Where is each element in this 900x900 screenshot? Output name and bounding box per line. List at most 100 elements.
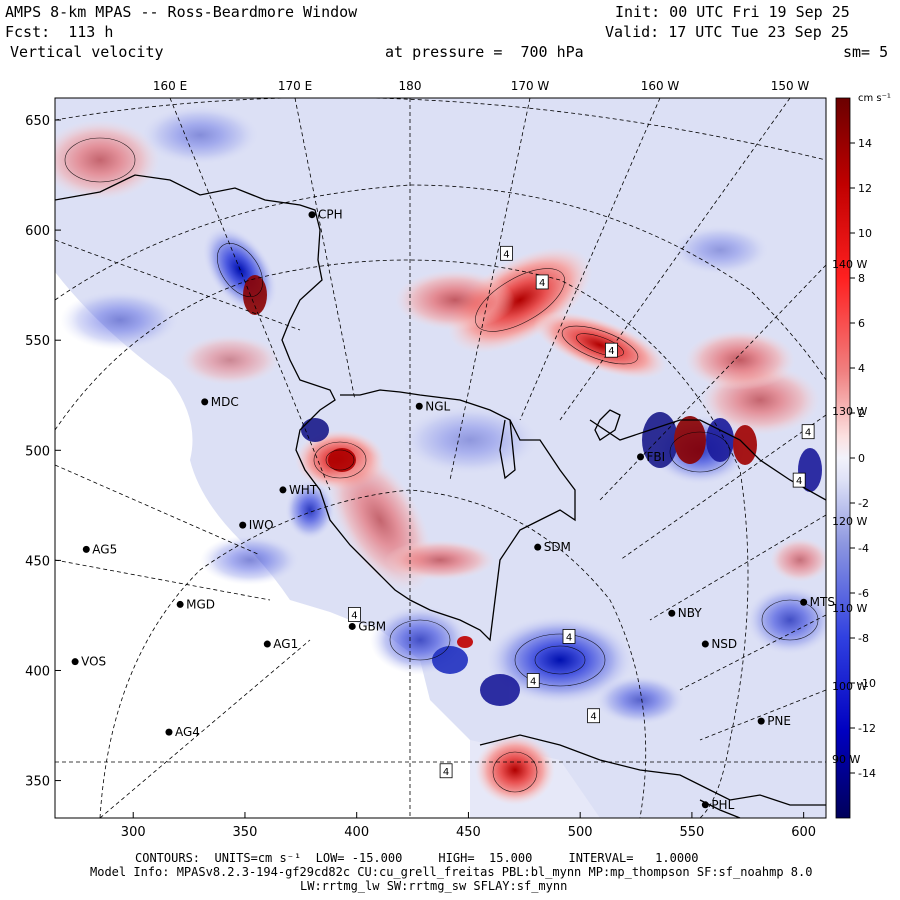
updraft-band-2 [395,270,515,330]
axes: 300 350 400 450 500 550 600 650 600 550 500 450 400 3… [25,79,816,840]
plot-frame [54,97,827,819]
field-name: Vertical velocity [10,43,164,61]
station-label: GBM [358,619,386,633]
station-marker [279,486,287,494]
station-marker [263,640,271,648]
right-lon-label: 90 W [832,753,860,766]
contour-tag-label: 4 [351,610,357,621]
station-marker [701,640,709,648]
colorbar-tick-label: -14 [858,767,876,780]
station-label: NSD [711,637,737,651]
station-label: VOS [81,655,106,669]
right-lon-label: 130 W [832,405,867,418]
contour-tag-box [439,763,453,779]
downdraft-band-5 [140,105,260,165]
valid-time: Valid: 17 UTC Tue 23 Sep 25 [605,23,849,41]
pressure-level: at pressure = 700 hPa [385,43,584,61]
top-lon-label: 160 E [153,79,187,93]
colorbar-tick-label: -2 [858,497,869,510]
station-marker [757,717,765,725]
x-tick-label: 500 [568,825,593,840]
contour-tag-box [792,472,806,488]
station-label: NGL [425,399,450,413]
station-marker [637,453,645,461]
model-info: Model Info: MPASv8.2.3-194-gf29cd82c CU:… [90,865,813,879]
station-label: SDM [544,540,571,554]
colorbar-tick-label: 12 [858,182,872,195]
forecast-hour: Fcst: 113 h [5,23,114,41]
model-title: AMPS 8-km MPAS -- Ross-Beardmore Window [5,3,358,21]
downdraft-band-6 [670,225,770,275]
colorbar-tick-label: -4 [858,542,869,555]
x-tick-label: 300 [121,825,146,840]
contour-tag-label: 4 [530,676,536,687]
top-lon-label: 180 [399,79,422,93]
top-lon-label: 160 W [641,79,680,93]
station-label: IWO [249,518,274,532]
y-tick-label: 550 [25,334,50,349]
station-label: FBI [647,450,666,464]
contour-tag-box [587,708,600,724]
station-marker [71,658,79,666]
graticule [55,98,826,818]
station-marker [668,609,676,617]
downdraft-core-6 [285,480,335,540]
contour-tag-box [348,607,361,622]
colorbar-tick-label: -10 [858,677,876,690]
y-tick-label: 400 [25,664,50,679]
colorbar-ticks: 14 12 10 8 6 4 2 0 -2 -4 -6 -8 -10 -12 -14 [850,137,876,780]
station-marker [415,402,423,410]
colorbar-tick-label: -8 [858,632,869,645]
top-lon-label: 170 W [511,79,550,93]
updraft-band-8 [180,335,280,385]
colorbar-tick-label: 8 [858,272,865,285]
contour-lines [64,137,819,793]
colorbar-tick-label: -6 [858,587,869,600]
downdraft-band-4 [400,405,540,475]
station-marker [308,211,316,219]
top-lon-label: 150 W [771,79,810,93]
station-marker [176,600,184,608]
downdraft-core-1 [485,615,635,705]
updraft-band-4 [385,540,495,580]
right-lon-label: 110 W [832,602,867,615]
downdraft-band-3 [60,290,180,350]
x-tick-label: 550 [679,825,704,840]
right-lon-labels: 140 W 130 W 120 W 110 W 100 W 90 W [832,258,867,766]
updraft-core-3 [475,735,555,805]
contour-tag-label: 4 [503,249,509,260]
station-marker [800,598,808,606]
station-label: NBY [678,606,703,620]
station-label: MGD [186,597,215,611]
station-label: PNE [767,714,791,728]
station-label: MTS [810,595,835,609]
station-marker [701,801,709,809]
mountain-streak [243,275,822,706]
x-tick-label: 600 [791,825,816,840]
y-tick-label: 450 [25,554,50,569]
y-tick-label: 350 [25,775,50,790]
plot-area [55,98,826,818]
x-tick-label: 400 [344,825,369,840]
colorbar-units: cm s⁻¹ [858,93,891,104]
colorbar-tick-label: 6 [858,317,865,330]
right-lon-label: 100 W [832,680,867,693]
station-label: CPH [318,208,343,222]
contour-tag-label: 4 [443,767,449,778]
coastline [55,174,826,818]
colorbar-tick-label: 14 [858,137,872,150]
contour-tag-box [535,274,549,290]
station-marker [82,545,90,553]
x-tick-label: 350 [233,825,258,840]
colorbar-tick-label: 4 [858,362,865,375]
station-label: MDC [211,395,239,409]
model-info-2: LW:rrtmg_lw SW:rrtmg_sw SFLAY:sf_mynn [300,879,568,893]
station-label: AG4 [175,725,200,739]
station-marker [165,728,173,736]
right-lon-label: 140 W [832,258,867,271]
contour-tag-label: 4 [805,428,811,439]
station-marker [348,622,356,630]
y-tick-label: 650 [25,114,50,129]
contour-tag-box [562,629,576,644]
